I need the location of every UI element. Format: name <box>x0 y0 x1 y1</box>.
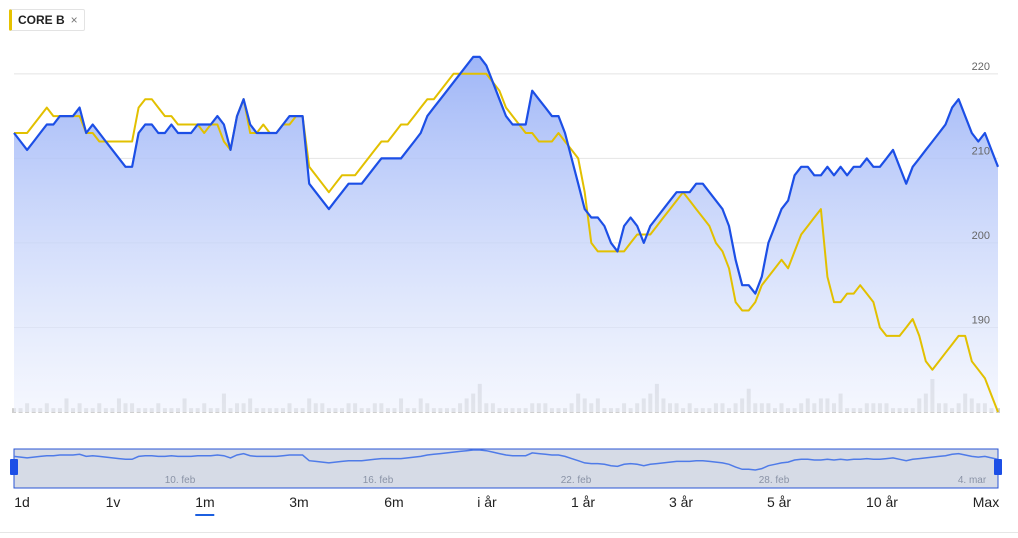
navigator-left-handle[interactable] <box>10 459 18 475</box>
series-lines <box>13 55 1000 413</box>
range-tab-i-år[interactable]: i år <box>477 494 497 510</box>
navigator-date-label: 10. feb <box>165 475 196 486</box>
main-series-area <box>14 56 998 413</box>
area-fill <box>14 56 998 413</box>
y-tick-label: 210 <box>972 145 990 157</box>
y-tick-label: 190 <box>972 314 990 326</box>
range-tab-1-år[interactable]: 1 år <box>570 494 596 510</box>
close-icon[interactable]: × <box>70 13 78 27</box>
price-chart[interactable]: 190 200 210 220 10. feb 16. feb 22. feb 28. fe… <box>0 0 1018 494</box>
y-axis-labels: 190 200 210 220 <box>972 61 990 327</box>
range-tab-6m[interactable]: 6m <box>384 494 404 510</box>
range-tabs: 1d 1v 1m 3m 6m i år 1 år 3 år 5 år 10 år Max <box>0 494 1018 518</box>
compare-chip[interactable]: CORE B × <box>9 9 85 31</box>
navigator-date-label: 16. feb <box>363 475 394 486</box>
compare-chip-label: CORE B <box>18 13 65 27</box>
navigator-date-label: 4. mar <box>958 475 987 486</box>
range-tab-3m[interactable]: 3m <box>289 494 309 510</box>
navigator-series <box>13 449 999 471</box>
y-tick-label: 200 <box>972 230 990 242</box>
main-series-line <box>13 55 1000 295</box>
y-tick-label: 220 <box>972 61 990 73</box>
range-tab-max[interactable]: Max <box>972 494 1000 510</box>
navigator-date-label: 22. feb <box>561 475 592 486</box>
compare-series-line <box>14 72 999 413</box>
divider <box>0 532 1018 533</box>
range-tab-1d[interactable]: 1d <box>14 494 30 510</box>
range-tab-5-år[interactable]: 5 år <box>766 494 792 510</box>
range-tab-1m[interactable]: 1m <box>195 494 216 516</box>
range-tab-1v[interactable]: 1v <box>105 494 121 510</box>
navigator-date-label: 28. feb <box>759 475 790 486</box>
range-navigator[interactable]: 10. feb 16. feb 22. feb 28. feb 4. mar <box>10 448 1002 489</box>
range-tab-3-år[interactable]: 3 år <box>668 494 694 510</box>
range-tab-10-år[interactable]: 10 år <box>866 494 898 510</box>
navigator-right-handle[interactable] <box>994 459 1002 475</box>
